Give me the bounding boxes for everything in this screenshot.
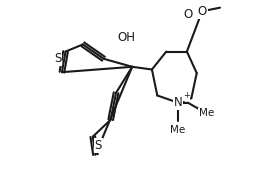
Text: Me: Me [170,124,185,134]
Text: N: N [174,96,182,109]
Text: S: S [94,139,102,152]
Text: O: O [183,8,192,21]
Text: OH: OH [117,31,135,44]
Text: O: O [198,5,207,18]
Text: S: S [54,52,62,65]
Text: +: + [183,91,190,100]
Text: Me: Me [199,108,214,118]
